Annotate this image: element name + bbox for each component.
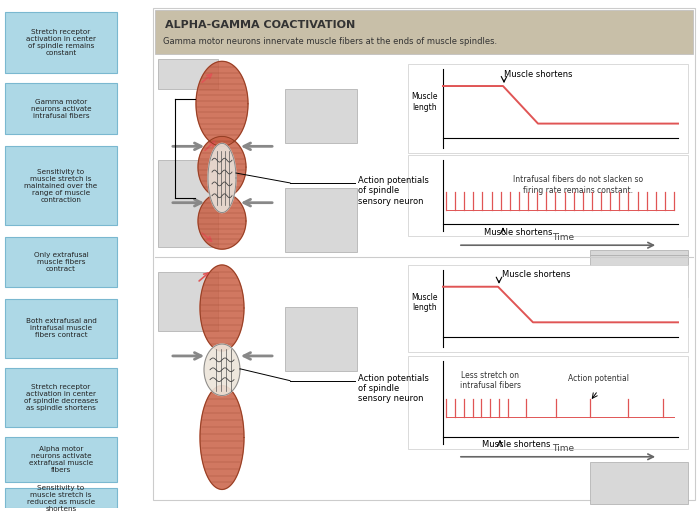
Bar bbox=[5, 146, 117, 226]
Text: Alpha motor
neurons activate
extrafusal muscle
fibers: Alpha motor neurons activate extrafusal … bbox=[29, 446, 93, 473]
Bar bbox=[590, 462, 688, 504]
Bar bbox=[158, 272, 218, 331]
Bar bbox=[153, 8, 695, 500]
Text: Muscle shortens: Muscle shortens bbox=[502, 270, 570, 280]
Polygon shape bbox=[198, 136, 246, 198]
Text: Muscle
length: Muscle length bbox=[412, 92, 438, 112]
Bar bbox=[285, 306, 357, 371]
Bar bbox=[408, 155, 688, 236]
Polygon shape bbox=[200, 386, 244, 489]
Bar bbox=[5, 437, 117, 482]
Polygon shape bbox=[204, 344, 240, 395]
Bar bbox=[408, 356, 688, 449]
Bar bbox=[5, 299, 117, 358]
Text: Time: Time bbox=[552, 233, 574, 242]
Text: Sensitivity to
muscle stretch is
maintained over the
range of muscle
contraction: Sensitivity to muscle stretch is maintai… bbox=[25, 169, 97, 203]
Bar bbox=[408, 64, 688, 153]
Bar bbox=[5, 368, 117, 427]
Text: ALPHA-GAMMA COACTIVATION: ALPHA-GAMMA COACTIVATION bbox=[165, 20, 355, 30]
Text: Gamma motor
neurons activate
intrafusal fibers: Gamma motor neurons activate intrafusal … bbox=[31, 99, 91, 119]
Bar bbox=[590, 255, 688, 297]
Bar bbox=[158, 59, 218, 89]
Text: Action potential: Action potential bbox=[568, 374, 629, 383]
Text: Action potentials
of spindle
sensory neuron: Action potentials of spindle sensory neu… bbox=[358, 374, 429, 403]
Bar bbox=[408, 265, 688, 352]
Polygon shape bbox=[208, 143, 236, 213]
Bar bbox=[285, 188, 357, 252]
Text: Less stretch on
intrafusal fibers: Less stretch on intrafusal fibers bbox=[459, 371, 521, 390]
Text: Intrafusal fibers do not slacken so
firing rate remains constant.: Intrafusal fibers do not slacken so firi… bbox=[513, 175, 643, 195]
Polygon shape bbox=[196, 61, 248, 146]
Bar bbox=[5, 83, 117, 135]
Text: Only extrafusal
muscle fibers
contract: Only extrafusal muscle fibers contract bbox=[34, 252, 88, 272]
Polygon shape bbox=[200, 265, 244, 351]
Text: Muscle shortens: Muscle shortens bbox=[484, 228, 552, 237]
Polygon shape bbox=[198, 193, 246, 249]
Text: Muscle shortens: Muscle shortens bbox=[504, 70, 573, 79]
Text: Both extrafusal and
intrafusal muscle
fibers contract: Both extrafusal and intrafusal muscle fi… bbox=[26, 318, 97, 338]
Bar bbox=[5, 237, 117, 287]
Bar bbox=[5, 488, 117, 508]
Bar bbox=[155, 10, 693, 54]
Bar bbox=[158, 160, 218, 247]
Text: Action potentials
of spindle
sensory neuron: Action potentials of spindle sensory neu… bbox=[358, 176, 429, 206]
Text: Stretch receptor
activation in center
of spindle remains
constant: Stretch receptor activation in center of… bbox=[26, 29, 96, 56]
Bar bbox=[5, 12, 117, 73]
Text: Sensitivity to
muscle stretch is
reduced as muscle
shortens: Sensitivity to muscle stretch is reduced… bbox=[27, 485, 95, 512]
Text: Gamma motor neurons innervate muscle fibers at the ends of muscle spindles.: Gamma motor neurons innervate muscle fib… bbox=[163, 37, 497, 46]
Bar bbox=[285, 89, 357, 143]
Text: Time: Time bbox=[552, 445, 574, 453]
Bar bbox=[590, 250, 688, 255]
Text: Muscle
length: Muscle length bbox=[412, 293, 438, 312]
Text: Stretch receptor
activation in center
of spindle decreases
as spindle shortens: Stretch receptor activation in center of… bbox=[24, 384, 98, 411]
Text: Muscle shortens: Muscle shortens bbox=[482, 440, 550, 449]
